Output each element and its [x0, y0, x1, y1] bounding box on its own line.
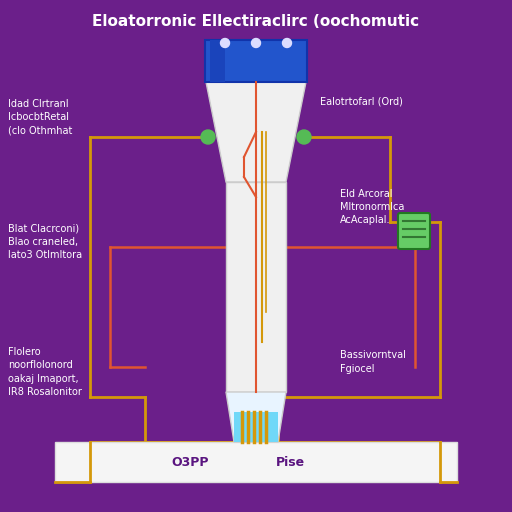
- Text: Ealotrtofarl (Ord): Ealotrtofarl (Ord): [320, 97, 403, 107]
- Bar: [226, 182, 286, 392]
- Polygon shape: [206, 82, 306, 182]
- Text: Eld Arcoral
Mltronormlca
AcAcaplal.: Eld Arcoral Mltronormlca AcAcaplal.: [340, 189, 404, 225]
- Circle shape: [283, 38, 291, 48]
- Circle shape: [251, 38, 261, 48]
- Text: Bassivorntval
Fgiocel: Bassivorntval Fgiocel: [340, 350, 406, 374]
- Text: O3PP: O3PP: [171, 456, 209, 468]
- Bar: [234, 412, 278, 442]
- Bar: [55, 442, 457, 482]
- Bar: [210, 40, 225, 82]
- Text: Eloatorronic Ellectiraclirc (oochomutic: Eloatorronic Ellectiraclirc (oochomutic: [93, 14, 419, 29]
- Text: Idad Clrtranl
IcbocbtRetal
(clo Othmhat: Idad Clrtranl IcbocbtRetal (clo Othmhat: [8, 99, 72, 135]
- Circle shape: [201, 130, 215, 144]
- Circle shape: [221, 38, 229, 48]
- FancyBboxPatch shape: [398, 213, 430, 249]
- Polygon shape: [226, 392, 286, 442]
- Bar: [205, 40, 307, 82]
- Circle shape: [297, 130, 311, 144]
- Text: Blat Clacrconi)
Blao craneled,
lato3 OtlmItora: Blat Clacrconi) Blao craneled, lato3 Otl…: [8, 224, 82, 260]
- Text: Pise: Pise: [275, 456, 305, 468]
- Text: Flolero
noorflolonord
oakaj lmaport,
IR8 Rosalonitor: Flolero noorflolonord oakaj lmaport, IR8…: [8, 347, 82, 397]
